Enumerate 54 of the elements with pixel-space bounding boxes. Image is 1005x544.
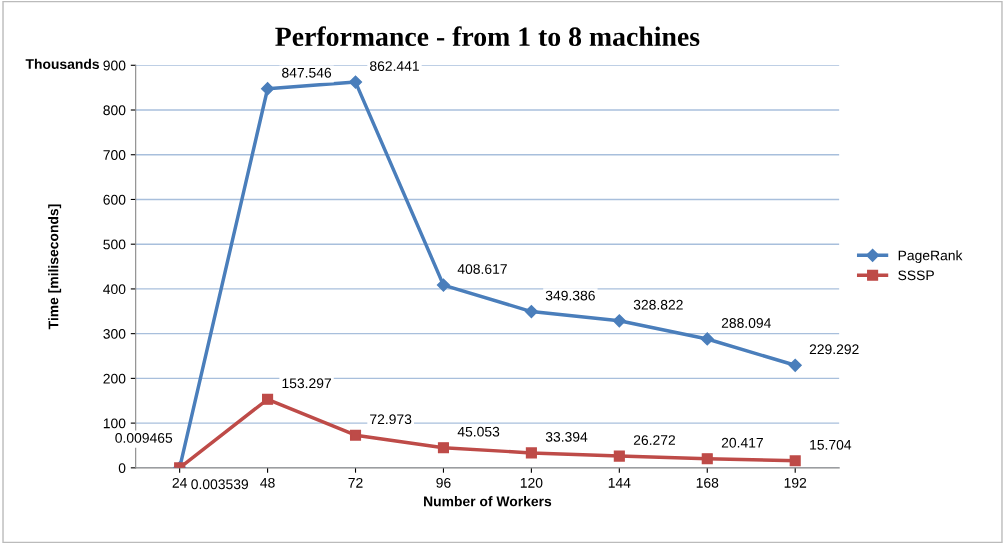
point: [788, 358, 802, 372]
data-label: 20.417: [721, 437, 763, 448]
data-label: 45.053: [457, 426, 500, 437]
data-label: 862.441: [370, 61, 419, 71]
data-label: 328.822: [633, 299, 683, 310]
point: [436, 278, 451, 292]
legend-label: PageRank: [898, 250, 963, 264]
x-tick-label: 120: [520, 477, 543, 488]
data-label: 408.617: [457, 264, 507, 274]
y-tick-label: 900: [103, 60, 126, 71]
point: [613, 450, 625, 462]
point: [525, 447, 537, 459]
y-tick-label: 0: [118, 463, 126, 474]
y-tick-label: 200: [103, 373, 126, 384]
x-tick-label: 192: [784, 477, 807, 488]
x-tick-label: 144: [608, 478, 631, 488]
data-label: 15.704: [810, 439, 852, 450]
y-axis-title: Time [miliseconds]: [48, 204, 62, 330]
x-tick-label: 168: [696, 477, 719, 488]
y-tick-label: 500: [103, 239, 126, 250]
legend-label: SSSP: [898, 270, 934, 281]
x-tick-label: 96: [436, 477, 451, 488]
chart-title: Performance - from 1 to 8 machines: [275, 26, 700, 47]
point: [789, 455, 801, 467]
text: Thousands: [25, 58, 99, 70]
x-tick-label: 48: [260, 477, 275, 488]
data-label: 33.394: [545, 431, 588, 442]
y-tick-label: 100: [103, 418, 126, 429]
data-label: 288.094: [721, 318, 771, 328]
data-label: 0.009465: [115, 433, 173, 443]
point: [700, 332, 714, 346]
x-tick-label: 72: [348, 477, 363, 488]
data-label: 847.546: [282, 67, 332, 78]
data-label: 229.292: [809, 344, 859, 355]
data-label: 26.272: [633, 435, 675, 446]
point: [437, 442, 450, 454]
y-tick-label: 600: [103, 194, 126, 205]
point: [348, 75, 363, 89]
y-tick-label: 300: [103, 328, 126, 339]
y-tick-label: 700: [103, 150, 126, 160]
x-axis-title: Number of Workers: [424, 496, 552, 507]
data-label: 0.003539: [191, 479, 249, 490]
point: [612, 314, 626, 328]
y-tick-label: 400: [103, 284, 126, 295]
y-tick-label: 800: [103, 105, 126, 116]
data-label: 72.973: [370, 414, 412, 425]
point: [349, 429, 362, 441]
point: [262, 393, 274, 405]
data-label: 153.297: [282, 378, 331, 389]
x-tick-label: 24: [172, 477, 187, 488]
data-label: 349.386: [545, 290, 595, 301]
point: [701, 453, 713, 465]
point: [524, 304, 538, 319]
point: [260, 82, 275, 96]
